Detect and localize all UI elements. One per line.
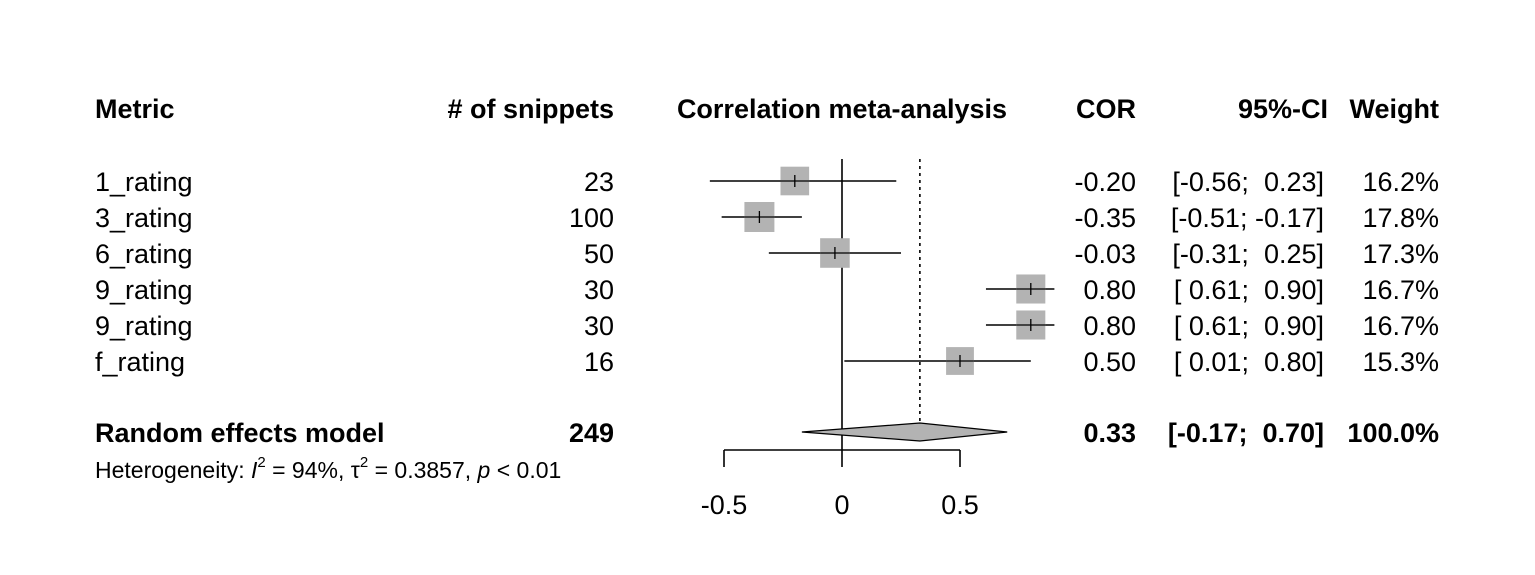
summary-cor: 0.33 bbox=[1083, 418, 1136, 448]
row-metric: 6_rating bbox=[95, 239, 193, 269]
x-tick-label: -0.5 bbox=[701, 490, 748, 520]
row-cor: 0.80 bbox=[1083, 311, 1136, 341]
row-snippets: 100 bbox=[569, 203, 614, 233]
row-weight: 16.7% bbox=[1362, 275, 1439, 305]
header-ci: 95%-CI bbox=[1238, 94, 1328, 124]
row-weight: 17.3% bbox=[1362, 239, 1439, 269]
row-metric: 1_rating bbox=[95, 167, 193, 197]
row-metric: f_rating bbox=[95, 347, 185, 377]
header-cor: COR bbox=[1076, 94, 1136, 124]
x-tick-label: 0 bbox=[834, 490, 849, 520]
row-metric: 3_rating bbox=[95, 203, 193, 233]
plot-graphics: -0.5 0 0.5 bbox=[701, 159, 1055, 520]
row-cor: 0.50 bbox=[1083, 347, 1136, 377]
row-cor: -0.35 bbox=[1074, 203, 1136, 233]
row-cor: -0.20 bbox=[1074, 167, 1136, 197]
row-weight: 17.8% bbox=[1362, 203, 1439, 233]
row-ci: [-0.51; -0.17] bbox=[1171, 203, 1324, 233]
row-ci: [ 0.61; 0.90] bbox=[1174, 311, 1324, 341]
row-ci: [-0.31; 0.25] bbox=[1172, 239, 1324, 269]
row-metric: 9_rating bbox=[95, 311, 193, 341]
header-snippets: # of snippets bbox=[447, 94, 614, 124]
chart-title: Correlation meta-analysis bbox=[677, 94, 1007, 124]
row-snippets: 50 bbox=[584, 239, 614, 269]
row-snippets: 30 bbox=[584, 311, 614, 341]
row-weight: 15.3% bbox=[1362, 347, 1439, 377]
row-snippets: 30 bbox=[584, 275, 614, 305]
summary-weight: 100.0% bbox=[1347, 418, 1439, 448]
row-ci: [ 0.01; 0.80] bbox=[1174, 347, 1324, 377]
row-cor: -0.03 bbox=[1074, 239, 1136, 269]
summary-ci: [-0.17; 0.70] bbox=[1168, 418, 1324, 448]
row-metric: 9_rating bbox=[95, 275, 193, 305]
header-metric: Metric bbox=[95, 94, 175, 124]
row-cor: 0.80 bbox=[1083, 275, 1136, 305]
x-tick-label: 0.5 bbox=[941, 490, 979, 520]
summary-label: Random effects model bbox=[95, 418, 385, 448]
row-snippets: 16 bbox=[584, 347, 614, 377]
summary-diamond bbox=[801, 422, 1008, 442]
row-ci: [ 0.61; 0.90] bbox=[1174, 275, 1324, 305]
row-weight: 16.7% bbox=[1362, 311, 1439, 341]
row-ci: [-0.56; 0.23] bbox=[1172, 167, 1324, 197]
summary-snippets: 249 bbox=[569, 418, 614, 448]
row-weight: 16.2% bbox=[1362, 167, 1439, 197]
row-snippets: 23 bbox=[584, 167, 614, 197]
heterogeneity-text: Heterogeneity: I2 = 94%, τ2 = 0.3857, p … bbox=[95, 454, 561, 483]
header-weight: Weight bbox=[1350, 94, 1440, 124]
study-rows: 1_rating 23 -0.20 [-0.56; 0.23] 16.2% 3_ratin… bbox=[95, 167, 1439, 377]
